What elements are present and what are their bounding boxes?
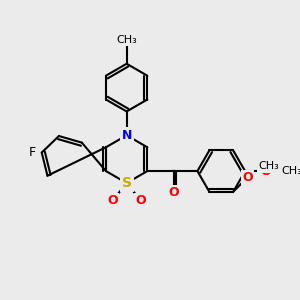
Text: O: O xyxy=(168,186,179,199)
Text: CH₃: CH₃ xyxy=(259,161,279,172)
Text: CH₃: CH₃ xyxy=(281,166,300,176)
Text: O: O xyxy=(136,194,146,207)
Text: O: O xyxy=(260,165,271,178)
Text: F: F xyxy=(29,146,36,159)
Text: O: O xyxy=(107,194,118,207)
Text: S: S xyxy=(122,176,132,190)
Text: O: O xyxy=(242,171,253,184)
Text: N: N xyxy=(122,129,132,142)
Text: CH₃: CH₃ xyxy=(116,35,137,45)
